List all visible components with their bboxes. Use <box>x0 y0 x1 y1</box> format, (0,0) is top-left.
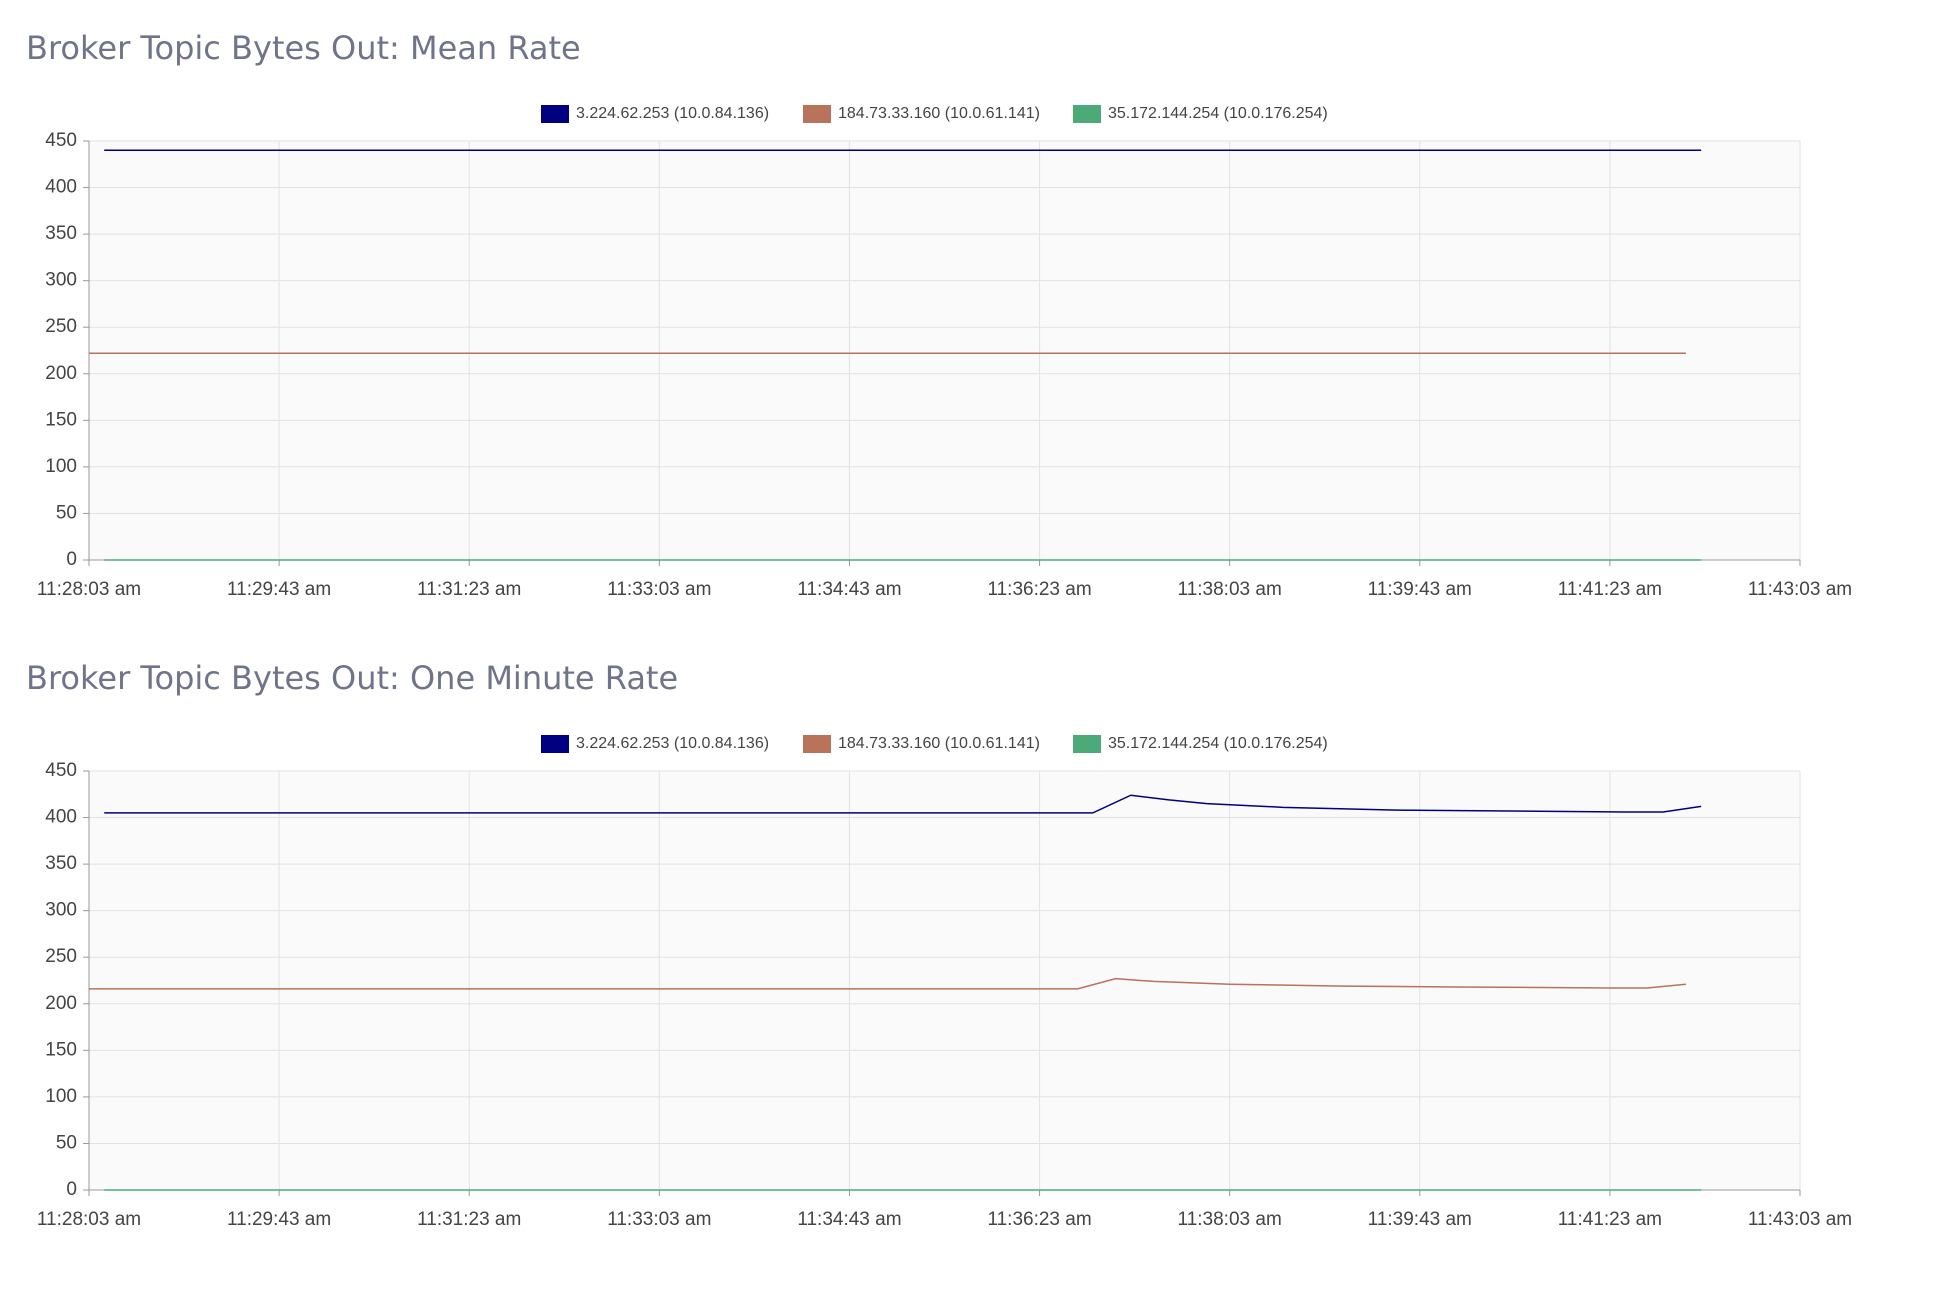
y-tick-label: 50 <box>56 1132 77 1153</box>
y-tick-label: 0 <box>66 1179 77 1200</box>
y-tick-label: 150 <box>45 409 77 430</box>
x-tick-label: 11:41:23 am <box>1558 1209 1662 1230</box>
legend-label: 35.172.144.254 (10.0.176.254) <box>1108 105 1328 122</box>
x-tick-label: 11:28:03 am <box>37 1209 141 1230</box>
y-tick-label: 150 <box>45 1039 77 1060</box>
y-tick-label: 350 <box>45 223 77 244</box>
y-tick-label: 50 <box>56 502 77 523</box>
x-tick-label: 11:38:03 am <box>1178 1209 1282 1230</box>
chart-title: Broker Topic Bytes Out: One Minute Rate <box>26 659 678 697</box>
x-tick-label: 11:36:23 am <box>987 1209 1091 1230</box>
x-tick-label: 11:29:43 am <box>227 579 331 600</box>
x-tick-label: 11:28:03 am <box>37 579 141 600</box>
y-tick-label: 300 <box>45 900 77 921</box>
y-tick-label: 300 <box>45 270 77 291</box>
x-tick-label: 11:36:23 am <box>987 579 1091 600</box>
legend-label: 3.224.62.253 (10.0.84.136) <box>576 735 769 752</box>
legend-swatch <box>803 735 831 753</box>
legend-swatch <box>541 105 569 123</box>
x-tick-label: 11:31:23 am <box>417 579 521 600</box>
y-tick-label: 450 <box>45 130 77 151</box>
x-tick-label: 11:43:03 am <box>1748 579 1852 600</box>
chart-title: Broker Topic Bytes Out: Mean Rate <box>26 29 581 67</box>
y-tick-label: 250 <box>45 946 77 967</box>
plot-area <box>89 771 1800 1190</box>
legend-swatch <box>1073 735 1101 753</box>
legend-label: 3.224.62.253 (10.0.84.136) <box>576 105 769 122</box>
legend-label: 184.73.33.160 (10.0.61.141) <box>838 735 1040 752</box>
x-tick-label: 11:39:43 am <box>1368 1209 1472 1230</box>
x-tick-label: 11:34:43 am <box>797 1209 901 1230</box>
y-tick-label: 200 <box>45 993 77 1014</box>
y-tick-label: 450 <box>45 760 77 781</box>
x-tick-label: 11:33:03 am <box>607 1209 711 1230</box>
y-tick-label: 400 <box>45 807 77 828</box>
legend-swatch <box>1073 105 1101 123</box>
y-tick-label: 350 <box>45 853 77 874</box>
series-line <box>89 977 1687 990</box>
x-tick-label: 11:41:23 am <box>1558 579 1662 600</box>
y-tick-label: 250 <box>45 316 77 337</box>
y-tick-label: 0 <box>66 549 77 570</box>
x-tick-label: 11:43:03 am <box>1748 1209 1852 1230</box>
y-tick-label: 400 <box>45 177 77 198</box>
x-tick-label: 11:29:43 am <box>227 1209 331 1230</box>
y-tick-label: 100 <box>45 1086 77 1107</box>
legend-label: 35.172.144.254 (10.0.176.254) <box>1108 735 1328 752</box>
x-tick-label: 11:38:03 am <box>1178 579 1282 600</box>
legend-swatch <box>541 735 569 753</box>
series-line <box>104 794 1702 814</box>
plot-area <box>89 141 1800 560</box>
x-tick-label: 11:33:03 am <box>607 579 711 600</box>
x-tick-label: 11:34:43 am <box>797 579 901 600</box>
legend-swatch <box>803 105 831 123</box>
y-tick-label: 100 <box>45 456 77 477</box>
y-tick-label: 200 <box>45 363 77 384</box>
x-tick-label: 11:39:43 am <box>1368 579 1472 600</box>
legend-label: 184.73.33.160 (10.0.61.141) <box>838 105 1040 122</box>
x-tick-label: 11:31:23 am <box>417 1209 521 1230</box>
